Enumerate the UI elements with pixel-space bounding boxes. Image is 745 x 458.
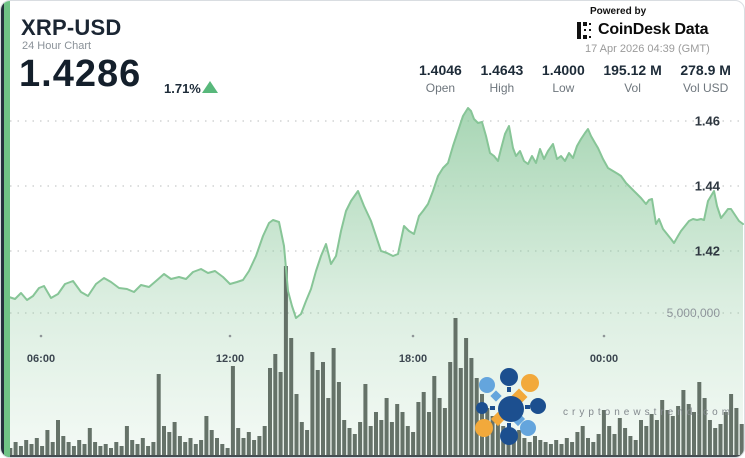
- volume-bars: [3, 266, 744, 456]
- symbol-title: XRP-USD: [21, 15, 122, 40]
- site-watermark: cryptonewstrend.com: [467, 363, 744, 457]
- powered-by-label: Powered by: [590, 6, 647, 17]
- network-molecule-icon: [475, 368, 546, 445]
- chart-period-subtitle: 24 Hour Chart: [22, 40, 92, 52]
- x-axis-tick-dots: [39, 334, 606, 338]
- x-axis-label-18:00: 18:00: [398, 353, 428, 365]
- stat-value: 1.4643: [480, 62, 524, 78]
- y-axis-price-label-1.44: 1.44: [694, 178, 720, 194]
- stat-label: Vol: [624, 81, 641, 95]
- coindesk-data-logo[interactable]: CoinDesk Data: [577, 21, 737, 39]
- stat-label: High: [489, 81, 515, 95]
- price-area-fill: [3, 108, 743, 456]
- x-axis-baseline: [1, 455, 744, 457]
- stat-open: 1.4046 Open: [419, 62, 462, 95]
- chart-header: XRP-USD 24 Hour Chart 1.4286 1.71% 1.404…: [1, 1, 744, 101]
- current-price: 1.4286: [19, 53, 142, 95]
- powered-by-block: Powered by CoinDesk Data 17 Apr 2026 04:…: [577, 6, 737, 55]
- up-triangle-icon: [202, 81, 218, 93]
- stat-value: 195.12 M: [603, 62, 662, 78]
- price-line: [2, 107, 744, 319]
- watermark-text: cryptonewstrend.com: [563, 406, 735, 418]
- stat-value: 1.4000: [541, 62, 585, 78]
- x-axis-label-00:00: 00:00: [589, 353, 619, 365]
- x-axis-label-06:00: 06:00: [26, 353, 56, 365]
- stat-label: Open: [425, 81, 456, 95]
- y-axis-price-label-1.46: 1.46: [694, 113, 720, 129]
- change-percent: 1.71%: [164, 81, 201, 96]
- quote-timestamp: 17 Apr 2026 04:39 (GMT): [585, 43, 710, 55]
- stat-volume: 195.12 M Vol: [603, 62, 661, 95]
- coindesk-icon: [577, 21, 594, 39]
- y-axis-price-label-1.42: 1.42: [694, 243, 720, 259]
- ohlc-stats-row: 1.4046 Open 1.4643 High 1.4000 Low 195.1…: [419, 62, 731, 95]
- x-axis-label-12:00: 12:00: [215, 353, 245, 365]
- stat-volume-usd: 278.9 M Vol USD: [680, 62, 731, 95]
- stat-high: 1.4643 High: [480, 62, 523, 95]
- y-axis-volume-label: 5,000,000: [666, 306, 720, 320]
- stat-label: Low: [552, 81, 575, 95]
- left-edge-dark-strip: [1, 1, 4, 457]
- stat-low: 1.4000 Low: [542, 62, 585, 95]
- stat-value: 278.9 M: [680, 62, 731, 78]
- left-edge-green-strip: [4, 1, 10, 457]
- stat-value: 1.4046: [419, 62, 462, 78]
- stat-label: Vol USD: [682, 81, 729, 95]
- provider-name: CoinDesk Data: [598, 21, 709, 38]
